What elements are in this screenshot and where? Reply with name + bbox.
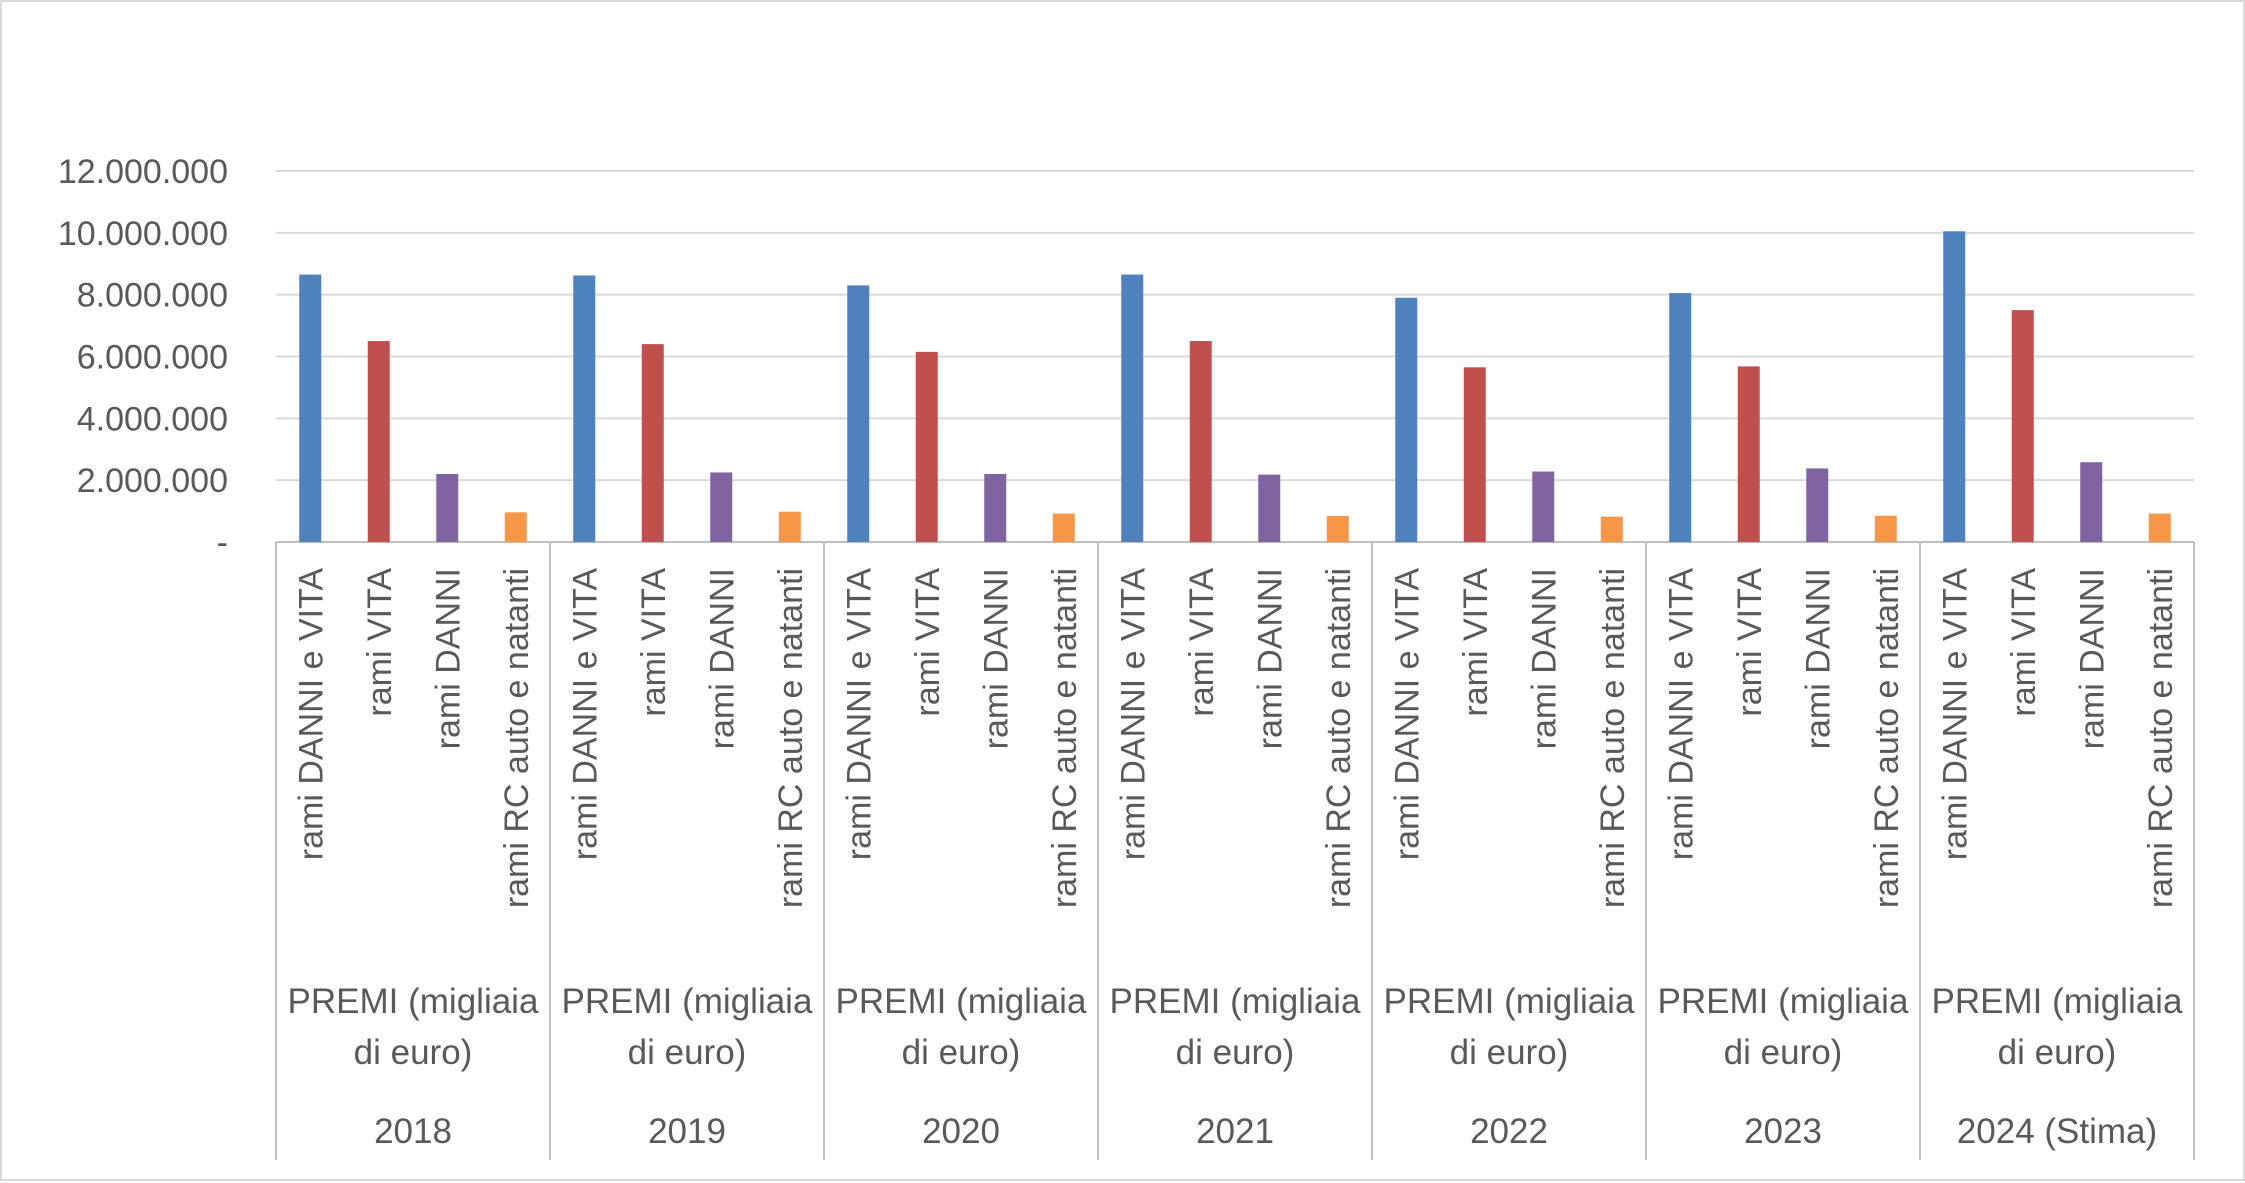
bar (1395, 297, 1418, 542)
year-label: 2018 (374, 1112, 452, 1151)
year-label: 2019 (648, 1112, 726, 1151)
y-tick-label: 8.000.000 (77, 277, 228, 315)
measure-label: PREMI (migliaia (1110, 982, 1361, 1021)
x-category-label: rami DANNI e VITA (1662, 568, 1700, 861)
measure-label: PREMI (migliaia (1384, 982, 1635, 1021)
bar (1326, 516, 1349, 542)
bar (1532, 471, 1555, 542)
bar (778, 511, 801, 542)
y-tick-label: 12.000.000 (58, 153, 228, 191)
bar (1258, 474, 1281, 542)
y-tick-label: 4.000.000 (77, 400, 228, 438)
y-tick-label: 2.000.000 (77, 462, 228, 500)
bar (915, 351, 938, 542)
x-category-label: rami RC auto e natanti (498, 568, 536, 908)
measure-label: PREMI (migliaia (1658, 982, 1909, 1021)
bar (1806, 468, 1829, 542)
x-category-label: rami DANNI (1251, 568, 1289, 749)
x-category-label: rami VITA (635, 568, 673, 717)
year-label: 2020 (922, 1112, 1000, 1151)
measure-label: di euro) (628, 1033, 747, 1072)
y-tick-label: 6.000.000 (77, 339, 228, 377)
bar (1463, 367, 1486, 542)
year-label: 2022 (1470, 1112, 1548, 1151)
x-category-label: rami RC auto e natanti (772, 568, 810, 908)
bar (1943, 231, 1966, 542)
bar (1600, 516, 1623, 542)
measure-label: PREMI (migliaia (562, 982, 813, 1021)
bar (1669, 293, 1692, 542)
bar (710, 472, 733, 542)
x-category-label: rami VITA (2005, 568, 2043, 717)
x-category-label: rami DANNI (977, 568, 1015, 749)
bar (2148, 513, 2171, 542)
measure-label: di euro) (1724, 1033, 1843, 1072)
x-category-label: rami DANNI (1525, 568, 1563, 749)
x-category-label: rami VITA (361, 568, 399, 717)
bar (1737, 366, 1760, 542)
year-label: 2023 (1744, 1112, 1822, 1151)
x-category-label: rami DANNI (703, 568, 741, 749)
x-category-label: rami DANNI e VITA (840, 568, 878, 861)
bar (641, 344, 664, 542)
measure-label: PREMI (migliaia (1932, 982, 2183, 1021)
x-category-label: rami VITA (1731, 568, 1769, 717)
x-category-label: rami RC auto e natanti (2142, 568, 2180, 908)
bar (1189, 341, 1212, 542)
bar (847, 285, 870, 542)
measure-label: di euro) (1998, 1033, 2117, 1072)
bar (1121, 274, 1144, 542)
x-category-label: rami VITA (1183, 568, 1221, 717)
measure-label: PREMI (migliaia (288, 982, 539, 1021)
x-category-label: rami DANNI e VITA (1388, 568, 1426, 861)
x-category-label: rami DANNI (2073, 568, 2111, 749)
bar (436, 473, 459, 542)
year-label: 2024 (Stima) (1957, 1112, 2157, 1151)
bar (984, 473, 1007, 542)
bar (299, 274, 322, 542)
x-category-label: rami DANNI e VITA (566, 568, 604, 861)
bar (2011, 310, 2034, 542)
x-category-label: rami RC auto e natanti (1046, 568, 1084, 908)
measure-label: PREMI (migliaia (836, 982, 1087, 1021)
x-category-label: rami VITA (909, 568, 947, 717)
measure-label: di euro) (1176, 1033, 1295, 1072)
x-category-label: rami RC auto e natanti (1594, 568, 1632, 908)
x-category-label: rami DANNI e VITA (1114, 568, 1152, 861)
x-category-label: rami RC auto e natanti (1868, 568, 1906, 908)
x-category-label: rami DANNI (429, 568, 467, 749)
bar (367, 341, 390, 542)
x-category-label: rami VITA (1457, 568, 1495, 717)
y-tick-label: 10.000.000 (58, 215, 228, 253)
bar (573, 275, 596, 542)
bar (1052, 513, 1075, 542)
bar (2080, 462, 2103, 542)
x-category-label: rami DANNI e VITA (1936, 568, 1974, 861)
bar (1874, 515, 1897, 542)
x-category-label: rami DANNI (1799, 568, 1837, 749)
y-tick-label: - (217, 524, 228, 562)
measure-label: di euro) (1450, 1033, 1569, 1072)
measure-label: di euro) (902, 1033, 1021, 1072)
year-label: 2021 (1196, 1112, 1274, 1151)
bar (504, 512, 527, 542)
x-category-label: rami DANNI e VITA (292, 568, 330, 861)
measure-label: di euro) (354, 1033, 473, 1072)
x-category-label: rami RC auto e natanti (1320, 568, 1358, 908)
